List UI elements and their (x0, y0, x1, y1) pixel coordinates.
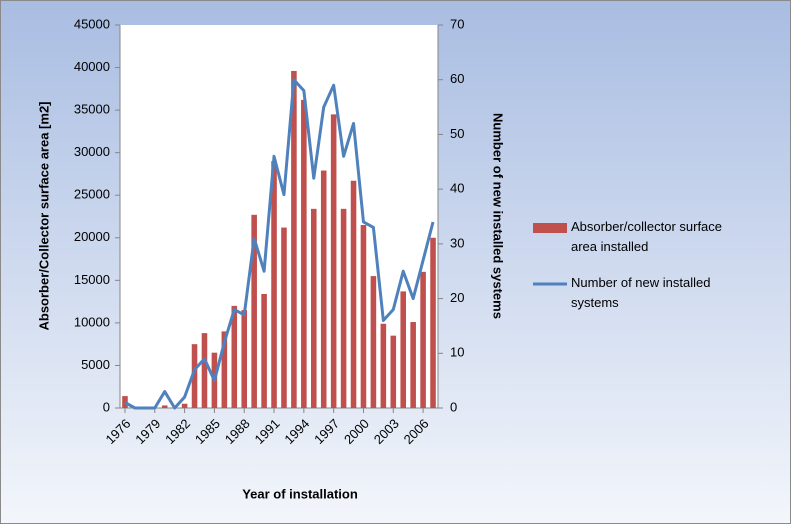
x-axis-title: Year of installation (242, 486, 358, 501)
bar (370, 276, 377, 408)
bar (301, 99, 307, 409)
bar (241, 310, 248, 408)
y-tick-label: 25000 (74, 187, 110, 202)
y-tick-label: 30000 (74, 144, 110, 159)
y2-tick-label: 20 (450, 290, 464, 305)
y-tick-label: 15000 (74, 272, 110, 287)
y2-tick-label: 60 (450, 71, 464, 86)
y2-tick-label: 30 (450, 235, 464, 250)
line (124, 78, 435, 410)
y2-tick-label: 70 (450, 16, 464, 31)
y-tick-label: 0 (103, 399, 110, 414)
bar (201, 333, 208, 408)
y2-tick-label: 40 (450, 181, 464, 196)
bar (181, 403, 188, 408)
y-axis-title: Absorber/Collector surface area [m2] (36, 101, 51, 330)
bar (261, 293, 267, 408)
bar (390, 335, 397, 408)
y-tick-label: 35000 (74, 102, 110, 117)
y-tick-label: 40000 (74, 59, 110, 74)
bar (400, 291, 407, 408)
bar (310, 208, 317, 408)
bar (221, 331, 228, 408)
bar (291, 70, 297, 409)
bar (410, 322, 416, 408)
bar (161, 405, 168, 408)
y-tick-label: 5000 (81, 357, 110, 372)
bar (281, 227, 287, 408)
bar (420, 271, 426, 408)
legend-label: Number of new installed systems (571, 275, 710, 310)
y-tick-label: 20000 (74, 229, 110, 244)
bar (330, 114, 337, 408)
y2-tick-label: 10 (450, 345, 464, 360)
bar (380, 323, 387, 408)
bar (360, 225, 367, 408)
bar (251, 214, 257, 408)
y2-tick-label: 50 (450, 126, 464, 141)
plot-area (120, 25, 438, 408)
y-tick-label: 10000 (74, 314, 110, 329)
y2-axis-title: Number of new installed systems (491, 113, 506, 319)
bar (122, 396, 128, 408)
bar (320, 170, 327, 408)
bar (430, 237, 436, 408)
bar (340, 208, 347, 408)
y2-tick-label: 0 (450, 399, 457, 414)
bar (191, 344, 198, 408)
bar (350, 180, 357, 408)
legend-swatch (533, 223, 567, 233)
bar (231, 305, 238, 408)
y-tick-label: 45000 (74, 16, 110, 31)
legend-label: Absorber/collector surface area installed (571, 219, 722, 254)
bar (271, 161, 277, 408)
